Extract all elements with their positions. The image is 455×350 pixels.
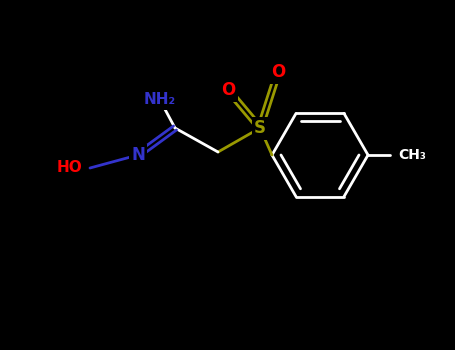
Text: O: O bbox=[221, 81, 235, 99]
Text: S: S bbox=[254, 119, 266, 137]
Text: O: O bbox=[271, 63, 285, 81]
Text: CH₃: CH₃ bbox=[398, 148, 426, 162]
Text: HO: HO bbox=[57, 161, 83, 175]
Text: N: N bbox=[131, 146, 145, 164]
Text: NH₂: NH₂ bbox=[144, 92, 176, 107]
